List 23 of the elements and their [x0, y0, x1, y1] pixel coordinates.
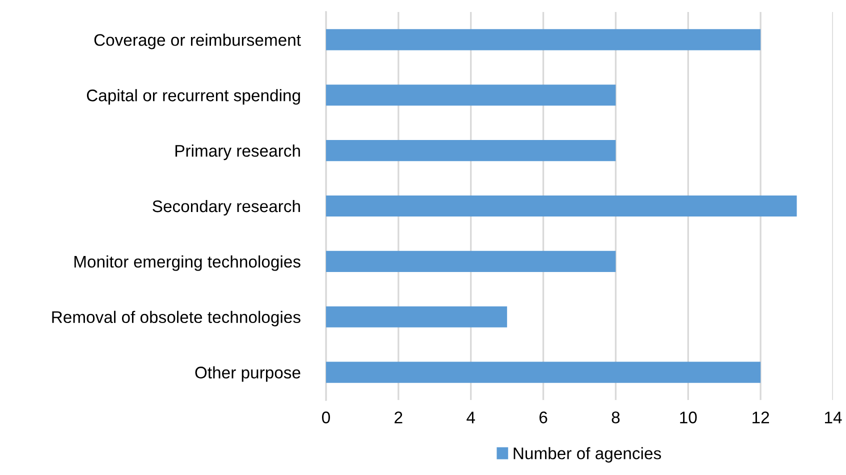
y-tick-label: Primary research — [175, 144, 300, 160]
x-tick-label: 6 — [540, 412, 548, 424]
bar — [326, 362, 761, 383]
x-tick-label: 2 — [394, 412, 402, 424]
x-tick-label: 14 — [825, 412, 842, 424]
bar — [326, 140, 616, 162]
x-tick-label: 4 — [466, 412, 476, 424]
y-tick-label: Secondary research — [152, 200, 300, 216]
legend-label: Number of agencies — [514, 447, 661, 463]
bar — [326, 84, 616, 106]
x-tick-label: 12 — [752, 412, 770, 424]
y-tick-label: Coverage or reimbursement — [94, 34, 301, 50]
y-tick-label: Other purpose — [195, 366, 300, 382]
x-tick-label: 8 — [612, 412, 620, 424]
x-tick-label: 10 — [680, 412, 697, 424]
bar — [326, 306, 508, 328]
x-tick-label: 0 — [322, 412, 330, 424]
bar — [326, 250, 616, 272]
bar — [326, 29, 761, 50]
y-tick-label: Monitor emerging technologies — [74, 255, 300, 271]
y-tick-label: Removal of obsolete technologies — [52, 310, 300, 326]
y-tick-label: Capital or recurrent spending — [86, 89, 300, 105]
bar — [326, 195, 797, 217]
